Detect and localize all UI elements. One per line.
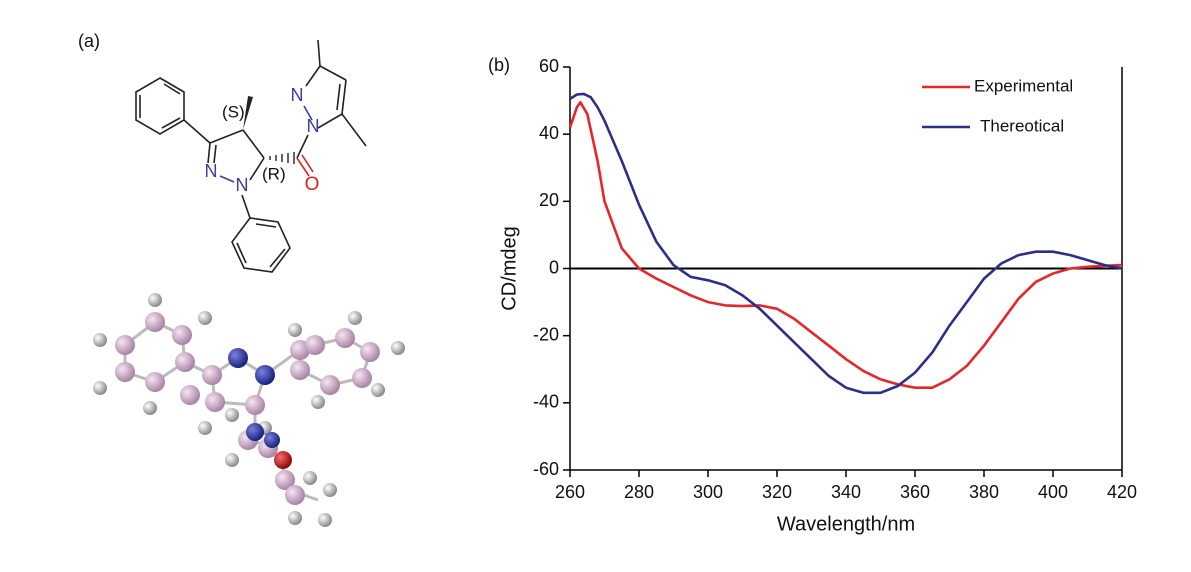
stereo-label: (S)	[222, 102, 245, 121]
bond	[213, 144, 217, 164]
bond	[336, 83, 341, 111]
bond	[303, 105, 313, 121]
hetero-atoms	[228, 348, 292, 469]
y-tick-label: 0	[549, 257, 559, 277]
bond	[341, 113, 367, 147]
hash-bond	[269, 152, 295, 164]
x-axis-label: Wavelength/nm	[777, 513, 915, 535]
stereo-label: (R)	[262, 164, 286, 183]
bond	[242, 129, 265, 159]
structure-2d: (a) (S) (R	[78, 31, 367, 273]
ring	[231, 217, 291, 273]
bond	[341, 79, 347, 115]
bond	[163, 83, 181, 95]
bond	[209, 129, 244, 144]
bond	[219, 175, 235, 183]
h-atoms	[93, 293, 405, 527]
bond	[317, 39, 321, 67]
x-tick-label: 340	[831, 482, 861, 502]
bond	[255, 223, 277, 228]
legend-label: Experimental	[974, 76, 1073, 95]
x-tick-label: 260	[555, 482, 585, 502]
bond	[296, 134, 309, 159]
atom-label: O	[305, 174, 320, 195]
panel-label: (b)	[488, 55, 510, 75]
wedge	[243, 96, 253, 130]
ring	[135, 77, 185, 135]
bond	[317, 113, 343, 129]
bond	[236, 242, 247, 264]
y-tick-label: -20	[533, 324, 559, 344]
y-axis-label: CD/mdeg	[498, 226, 520, 310]
series-line	[568, 101, 1123, 389]
atom-label: N	[307, 116, 320, 136]
legend-label: Thereotical	[980, 116, 1064, 135]
y-tick-label: -40	[533, 392, 559, 412]
series-line	[569, 92, 1123, 395]
panel-label: (a)	[78, 31, 100, 51]
bond	[183, 119, 211, 144]
bond	[319, 65, 347, 81]
bond	[301, 154, 314, 173]
x-tick-label: 400	[1038, 482, 1068, 502]
y-tick-label: 40	[539, 123, 559, 143]
y-tick-label: 60	[539, 56, 559, 76]
bond	[269, 248, 286, 268]
structure-3d	[93, 293, 405, 527]
x-tick-label: 380	[969, 482, 999, 502]
c-atoms	[115, 312, 380, 505]
bond	[207, 142, 211, 164]
x-tick-label: 300	[693, 482, 723, 502]
y-tick-label: 20	[539, 190, 559, 210]
atom-label: N	[236, 175, 249, 195]
x-tick-label: 360	[900, 482, 930, 502]
bond	[305, 65, 321, 87]
x-tick-label: 280	[624, 482, 654, 502]
atom-label: N	[291, 85, 304, 105]
y-tick-label: -60	[533, 459, 559, 479]
x-tick-label: 420	[1107, 482, 1137, 502]
bond	[249, 157, 265, 181]
bond	[296, 157, 310, 177]
atom-label: N	[205, 161, 218, 181]
bond	[161, 117, 181, 129]
x-tick-label: 320	[762, 482, 792, 502]
bond	[241, 194, 251, 219]
